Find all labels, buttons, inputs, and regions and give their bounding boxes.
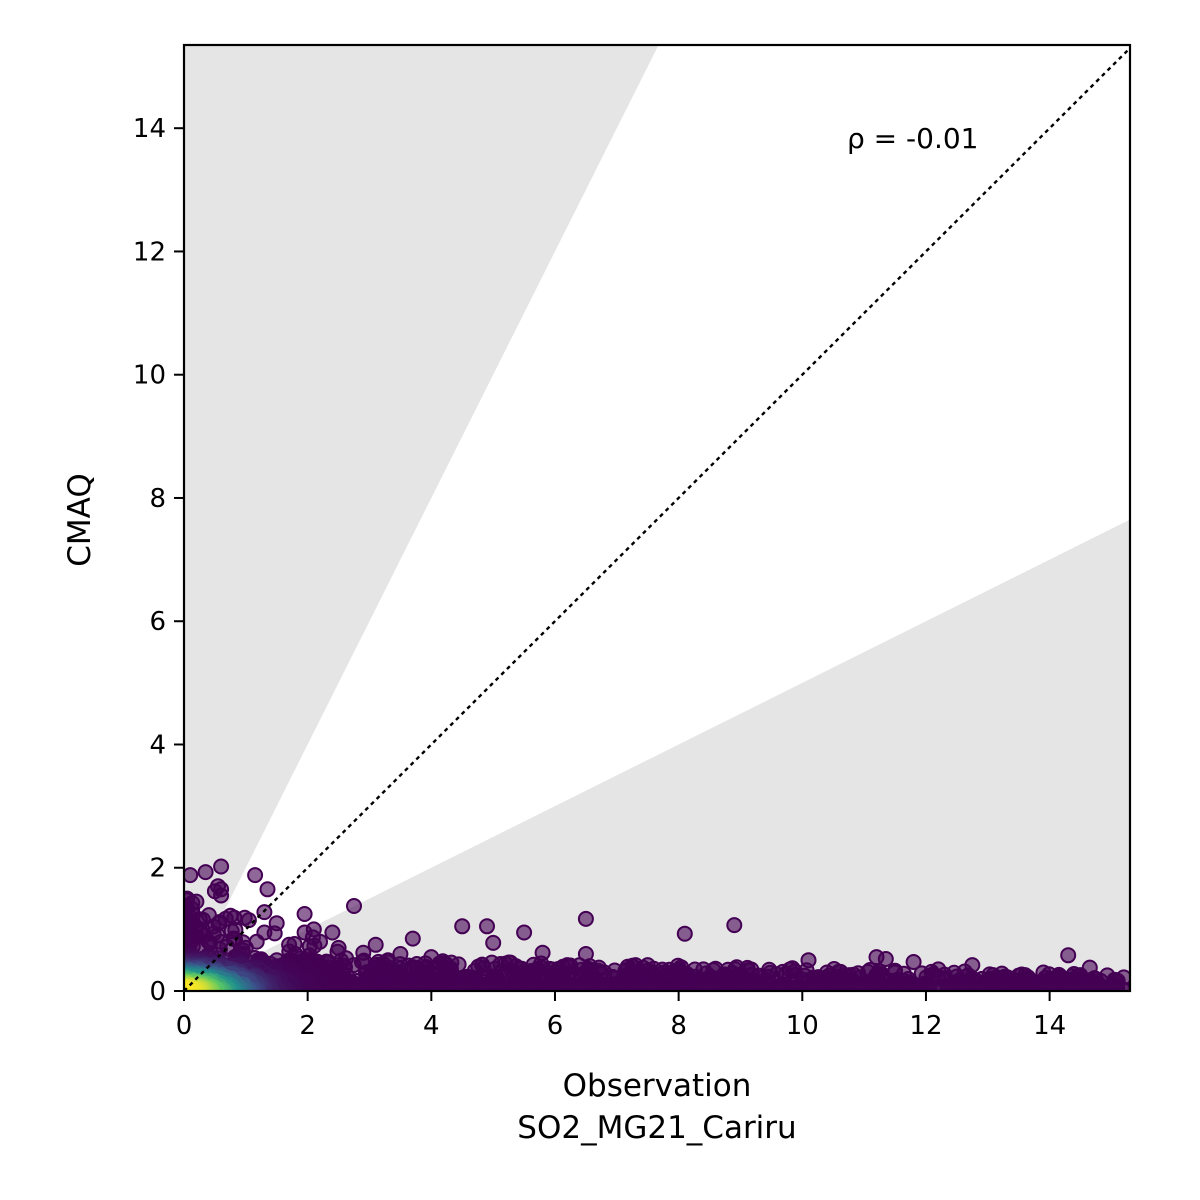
- data-point: [516, 924, 533, 941]
- data-point: [213, 858, 230, 875]
- data-point: [296, 906, 313, 922]
- data-point: [346, 898, 362, 914]
- upper-shaded-band: [184, 45, 659, 991]
- x-tick-label: 12: [909, 1011, 942, 1041]
- data-point: [184, 867, 199, 884]
- data-point: [213, 887, 230, 904]
- data-point: [367, 936, 384, 953]
- y-tick-label: 0: [149, 977, 166, 1007]
- x-tick-label: 4: [423, 1011, 440, 1041]
- plot-area: [184, 45, 1130, 991]
- data-point: [479, 918, 495, 935]
- data-point: [868, 949, 885, 966]
- data-point: [676, 925, 693, 942]
- data-point: [324, 924, 341, 941]
- data-point: [197, 864, 214, 881]
- data-point: [454, 918, 471, 935]
- data-point: [577, 910, 594, 927]
- x-tick-label: 8: [670, 1011, 687, 1041]
- y-axis-label: CMAQ: [62, 473, 98, 566]
- data-point: [259, 881, 276, 898]
- x-tick-label: 14: [1033, 1011, 1066, 1041]
- data-point: [726, 917, 743, 934]
- y-tick-label: 14: [133, 114, 166, 144]
- x-axis-label: Observation: [563, 1068, 752, 1104]
- y-tick-label: 8: [149, 484, 166, 514]
- y-tick-label: 6: [149, 607, 166, 637]
- y-tick-label: 4: [149, 730, 166, 760]
- data-point: [404, 930, 421, 947]
- x-axis-ticks: 0 2 4 6 8 10 12 14: [176, 991, 1066, 1041]
- y-tick-label: 2: [149, 854, 166, 884]
- y-axis-ticks: 0 2 4 6 8 10 12 14: [133, 114, 184, 1007]
- lower-shaded-band: [184, 519, 1130, 991]
- x-tick-label: 10: [786, 1011, 819, 1041]
- x-axis-sublabel: SO2_MG21_Cariru: [517, 1110, 796, 1146]
- data-point: [485, 934, 502, 951]
- plot-frame: [182, 43, 1132, 993]
- x-tick-label: 6: [547, 1011, 564, 1041]
- y-tick-label: 12: [133, 237, 166, 267]
- y-tick-label: 10: [133, 361, 166, 391]
- x-tick-label: 2: [299, 1011, 316, 1041]
- correlation-annotation: ρ = -0.01: [847, 122, 978, 155]
- data-point: [905, 954, 922, 970]
- x-tick-label: 0: [176, 1011, 193, 1041]
- data-point: [1060, 947, 1077, 964]
- points-layer: [184, 858, 1130, 991]
- data-point: [247, 867, 264, 884]
- one-to-one-line: [184, 47, 1130, 991]
